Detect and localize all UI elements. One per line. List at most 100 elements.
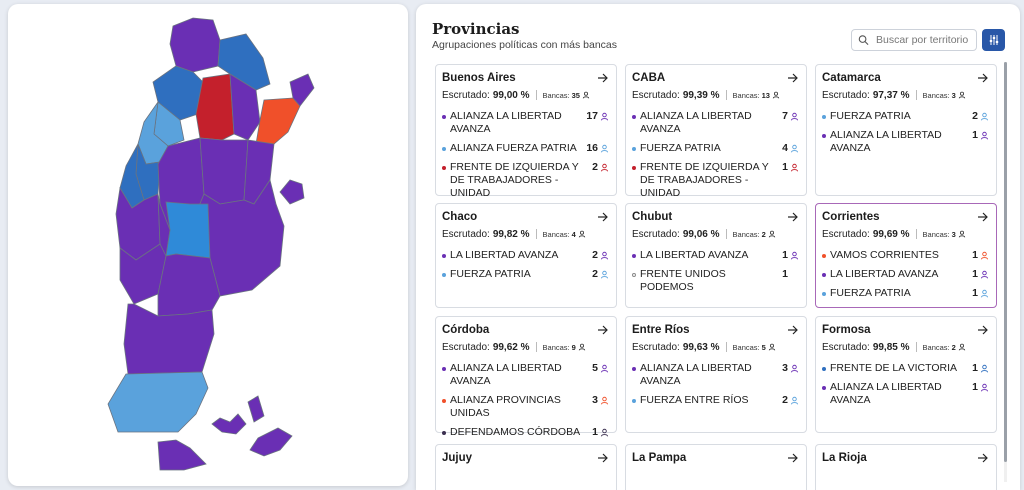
province-card[interactable]: Corrientes Escrutado: 99,69 % Bancas: 3 … xyxy=(815,203,997,308)
filter-button[interactable] xyxy=(982,29,1005,51)
party-row: FRENTE DE LA VICTORIA 1 xyxy=(822,362,989,375)
arrow-right-icon[interactable] xyxy=(597,452,609,464)
province-card[interactable]: Entre Ríos Escrutado: 99,63 % Bancas: 5 … xyxy=(625,316,807,433)
party-name: ALIANZA LA LIBERTAD AVANZA xyxy=(450,110,562,135)
scrollbar-thumb[interactable] xyxy=(1004,62,1007,462)
province-santiago[interactable] xyxy=(195,73,235,141)
person-icon xyxy=(980,270,989,279)
party-seats: 1 xyxy=(782,249,788,261)
party-seats: 1 xyxy=(782,161,788,173)
party-seats: 1 xyxy=(972,381,978,393)
province-caba[interactable] xyxy=(279,179,305,205)
arrow-right-icon[interactable] xyxy=(597,324,609,336)
party-color-dot xyxy=(442,166,446,170)
arrow-right-icon[interactable] xyxy=(787,72,799,84)
party-color-dot xyxy=(822,292,826,296)
province-card[interactable]: Buenos Aires Escrutado: 99,00 % Bancas: … xyxy=(435,64,617,199)
party-seats: 1 xyxy=(782,268,788,280)
arrow-right-icon[interactable] xyxy=(977,452,989,464)
scrutiny-row: Escrutado: 99,39 % Bancas: 13 xyxy=(632,89,799,101)
province-jujuy[interactable] xyxy=(169,17,221,73)
province-rionegro[interactable] xyxy=(157,253,221,317)
province-card[interactable]: Formosa Escrutado: 99,85 % Bancas: 2 FRE… xyxy=(815,316,997,433)
argentina-map[interactable] xyxy=(8,4,408,486)
province-chaco[interactable] xyxy=(229,73,261,141)
party-color-dot xyxy=(822,134,826,138)
arrow-right-icon[interactable] xyxy=(787,452,799,464)
province-card[interactable]: La Rioja xyxy=(815,444,997,490)
province-formosa[interactable] xyxy=(217,33,271,91)
province-salta[interactable] xyxy=(152,65,204,121)
province-card[interactable]: CABA Escrutado: 99,39 % Bancas: 13 ALIAN… xyxy=(625,64,807,199)
seats-value: 3 xyxy=(951,90,956,100)
search-icon xyxy=(858,35,869,45)
scrutiny-value: 99,62 % xyxy=(492,341,530,353)
arrow-right-icon[interactable] xyxy=(977,211,989,223)
divider xyxy=(915,342,917,352)
search-input[interactable] xyxy=(876,34,976,46)
arrow-right-icon[interactable] xyxy=(787,324,799,336)
province-name: Catamarca xyxy=(822,72,881,84)
party-color-dot xyxy=(632,399,636,403)
party-color-dot xyxy=(822,367,826,371)
islas-malvinas xyxy=(211,413,247,435)
party-name: ALIANZA LA LIBERTAD AVANZA xyxy=(450,362,562,387)
party-color-dot xyxy=(442,273,446,277)
party-list: FUERZA PATRIA 2 ALIANZA LA LIBERTAD AVAN… xyxy=(822,110,989,155)
seats-value: 4 xyxy=(571,229,576,239)
arrow-right-icon[interactable] xyxy=(977,72,989,84)
party-seats: 16 xyxy=(586,142,598,154)
divider xyxy=(915,90,917,100)
scrutiny-label: Escrutado: xyxy=(822,341,870,353)
province-card[interactable]: Córdoba Escrutado: 99,62 % Bancas: 9 ALI… xyxy=(435,316,617,438)
party-row: ALIANZA LA LIBERTAD AVANZA 5 xyxy=(442,362,609,388)
scrutiny-value: 99,63 % xyxy=(682,341,720,353)
search-field[interactable] xyxy=(851,29,977,51)
party-list: VAMOS CORRIENTES 1 LA LIBERTAD AVANZA 1 … xyxy=(822,249,989,300)
person-icon xyxy=(980,383,989,392)
party-name: FUERZA ENTRE RÍOS xyxy=(640,394,749,406)
arrow-right-icon[interactable] xyxy=(597,72,609,84)
person-icon xyxy=(768,343,776,351)
party-list: LA LIBERTAD AVANZA 1 FRENTE UNIDOS PODEM… xyxy=(632,249,799,294)
scrutiny-label: Escrutado: xyxy=(822,89,870,101)
party-name: ALIANZA PROVINCIAS UNIDAS xyxy=(450,394,561,419)
party-seats: 3 xyxy=(782,362,788,374)
person-icon xyxy=(980,364,989,373)
province-card[interactable]: Chaco Escrutado: 99,82 % Bancas: 4 LA LI… xyxy=(435,203,617,308)
person-icon xyxy=(578,343,586,351)
arrow-right-icon[interactable] xyxy=(597,211,609,223)
party-color-dot xyxy=(442,431,446,435)
person-icon xyxy=(958,230,966,238)
seats-label: Bancas: xyxy=(542,342,570,352)
divider xyxy=(915,229,917,239)
party-row: FRENTE UNIDOS PODEMOS 1 xyxy=(632,268,799,294)
party-row: DEFENDAMOS CÓRDOBA 1 xyxy=(442,426,609,439)
province-misiones[interactable] xyxy=(289,73,315,107)
province-tierradelfuego[interactable] xyxy=(157,439,207,471)
province-chubut[interactable] xyxy=(123,303,215,375)
province-corrientes[interactable] xyxy=(255,97,301,145)
province-lapampa[interactable] xyxy=(165,201,211,259)
party-color-dot xyxy=(442,147,446,151)
arrow-right-icon[interactable] xyxy=(787,211,799,223)
person-icon xyxy=(958,343,966,351)
province-card[interactable]: Catamarca Escrutado: 97,37 % Bancas: 3 F… xyxy=(815,64,997,196)
province-card[interactable]: Jujuy xyxy=(435,444,617,490)
party-name: ALIANZA LA LIBERTAD AVANZA xyxy=(830,129,942,154)
province-santacruz[interactable] xyxy=(107,371,209,433)
party-row: ALIANZA LA LIBERTAD AVANZA 1 xyxy=(822,381,989,407)
party-color-dot xyxy=(632,166,636,170)
province-card[interactable]: Chubut Escrutado: 99,06 % Bancas: 2 LA L… xyxy=(625,203,807,308)
province-santafe[interactable] xyxy=(199,137,249,205)
province-card[interactable]: La Pampa xyxy=(625,444,807,490)
divider xyxy=(725,90,727,100)
person-icon xyxy=(600,163,609,172)
scrutiny-value: 99,85 % xyxy=(872,341,910,353)
party-name: ALIANZA FUERZA PATRIA xyxy=(450,142,577,154)
party-color-dot xyxy=(442,254,446,258)
party-seats: 2 xyxy=(592,268,598,280)
arrow-right-icon[interactable] xyxy=(977,324,989,336)
person-icon xyxy=(600,428,609,437)
divider xyxy=(535,342,537,352)
